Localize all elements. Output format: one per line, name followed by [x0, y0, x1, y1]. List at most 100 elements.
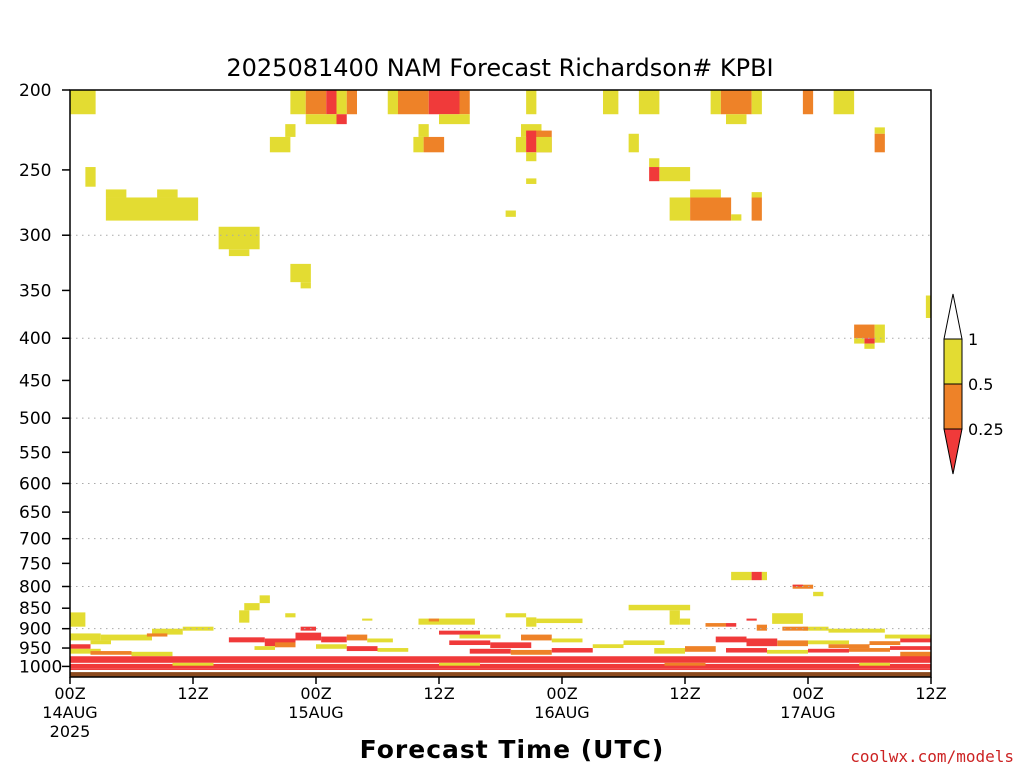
y-tick-label: 750	[19, 554, 51, 574]
ri-cell-high	[772, 613, 803, 624]
ri-cell-low	[526, 130, 537, 153]
y-tick-label: 300	[19, 226, 51, 246]
ri-cell-high	[710, 90, 721, 115]
y-tick-label: 550	[19, 443, 51, 463]
ri-cell-high	[105, 197, 199, 221]
ri-cell-low	[490, 642, 532, 649]
ri-cell-high	[85, 167, 96, 187]
ri-cell-low	[321, 636, 347, 643]
ri-cell-mid	[751, 197, 762, 221]
y-tick-label: 650	[19, 503, 51, 523]
ri-cell-mid	[275, 642, 296, 648]
ri-cell-low	[746, 618, 757, 621]
ri-cell-low	[792, 584, 803, 587]
ri-cell-low	[864, 338, 875, 344]
ri-cell-mid	[874, 133, 885, 153]
x-tick-label: 2025	[50, 722, 91, 741]
ri-cell-high	[925, 295, 931, 318]
ri-cell-mid	[664, 662, 706, 666]
ri-cell-low	[295, 632, 322, 641]
y-axis: 200 250 300 350 400 450 500 550 600 650 700 750 8008…	[19, 81, 70, 677]
x-tick-label: 12Z	[177, 684, 208, 703]
ri-cell-high	[285, 613, 296, 618]
ri-cell-low	[336, 114, 347, 125]
ri-cell-high	[761, 571, 767, 581]
colorbar-bin-above-1	[943, 293, 963, 340]
ri-cell-high	[439, 114, 470, 125]
ri-cell-mid	[398, 90, 429, 115]
ri-cell-high	[70, 633, 101, 641]
colorbar-bin-below-0.25	[943, 428, 963, 475]
ri-cell-high	[813, 591, 824, 597]
ri-cell-low	[264, 638, 296, 647]
ri-cell-high	[70, 648, 101, 654]
ri-cell-high	[526, 617, 537, 627]
y-tick-label: 400	[19, 329, 51, 349]
x-tick-label: 12Z	[915, 684, 946, 703]
ri-cell-mid	[869, 641, 901, 646]
ri-cell-high	[152, 628, 183, 635]
ri-cell-mid	[305, 90, 327, 115]
y-tick-label: 600	[19, 474, 51, 494]
ri-cell-high	[526, 152, 537, 162]
x-tick-label: 15AUG	[288, 703, 343, 722]
colorbar-legend: 1 0.5 0.25	[943, 293, 1004, 475]
ri-cell-low	[551, 648, 593, 653]
ri-cell-mid	[828, 644, 870, 649]
ri-cell-mid	[705, 623, 726, 627]
ri-cell-high	[305, 114, 337, 125]
ri-cell-high	[367, 638, 393, 643]
ri-cell-mid	[685, 646, 716, 652]
ri-cell-high	[362, 618, 373, 621]
ri-cell-mid	[690, 197, 732, 221]
ri-cell-high	[131, 651, 173, 657]
ri-cell-high	[654, 648, 685, 654]
x-tick-label: 00Z	[54, 684, 85, 703]
y-tick-label: 950	[19, 639, 51, 659]
ri-cell-high	[874, 324, 885, 343]
ri-cell-high	[638, 90, 660, 115]
ri-cell-high	[649, 158, 660, 168]
ri-cell-mid	[782, 626, 808, 631]
ri-cell-high	[515, 136, 527, 153]
ri-cell-low	[726, 648, 767, 653]
ri-cell-mid	[521, 634, 552, 641]
ri-cell-high	[377, 648, 409, 652]
ri-cell-high	[669, 610, 680, 625]
ri-cell-mid	[854, 324, 875, 339]
y-tick-label: 1000	[19, 657, 62, 677]
ri-cell-mid	[777, 640, 808, 647]
y-tick-label: 900	[19, 620, 51, 640]
ri-cell-high	[731, 571, 752, 581]
ri-cell-high	[592, 644, 624, 649]
ri-cell-high	[172, 662, 214, 666]
ri-cell-high	[418, 124, 429, 137]
y-tick-label: 850	[19, 599, 51, 619]
ri-cell-mid	[428, 618, 439, 622]
ri-cell-mid	[346, 90, 357, 115]
ri-cell-low	[890, 646, 931, 650]
ri-cell-mid	[849, 648, 890, 652]
ri-cell-high	[767, 649, 808, 654]
y-tick-label: 800	[19, 577, 51, 597]
ri-cell-high	[726, 114, 747, 125]
colorbar-label: 0.5	[968, 375, 993, 394]
ri-cell-low	[715, 636, 747, 643]
ri-cell-low	[746, 638, 778, 647]
ri-cell-high	[526, 90, 537, 115]
ri-cell-high	[833, 90, 855, 115]
ri-cell-high	[218, 226, 260, 250]
ri-cell-mid	[146, 633, 168, 637]
y-tick-label: 200	[19, 81, 51, 101]
ri-cell-high	[864, 343, 875, 349]
ri-cell-low	[346, 646, 378, 652]
ground-fill	[70, 672, 931, 677]
ri-cell-high	[628, 133, 639, 153]
y-tick-label: 450	[19, 371, 51, 391]
ri-cell-low	[726, 623, 737, 627]
ri-cell-high	[285, 124, 296, 137]
ri-cell-high	[157, 189, 178, 198]
x-tick-label: 12Z	[669, 684, 700, 703]
